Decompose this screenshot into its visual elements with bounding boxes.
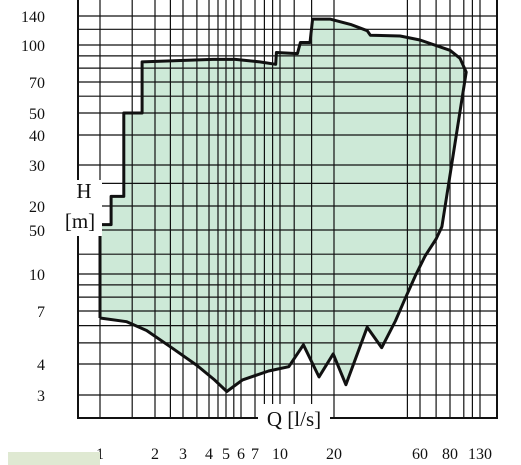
x-tick-label: 130 [468, 446, 492, 463]
x-tick-label: 20 [326, 446, 342, 463]
x-tick-label: 6 [237, 446, 245, 463]
operating-envelope-outline [98, 17, 468, 393]
y-tick-label: 100 [21, 38, 45, 55]
x-tick-label: 5 [222, 446, 230, 463]
y-tick-label: 40 [29, 128, 45, 145]
y-axis-label: H [m] [65, 179, 95, 233]
x-tick-label: 3 [179, 446, 187, 463]
x-tick-label: 60 [412, 446, 428, 463]
y-tick-label: 3 [37, 388, 45, 405]
y-tick-labels: 3 4 7 10 50 20 30 40 50 70 100 140 [21, 9, 45, 405]
x-tick-label: 10 [272, 446, 288, 463]
y-tick-label: 140 [21, 9, 45, 26]
x-tick-label: 80 [442, 446, 458, 463]
y-tick-label: 10 [29, 267, 45, 284]
x-tick-label: 4 [205, 446, 213, 463]
x-tick-label: 7 [251, 446, 259, 463]
operating-envelope-area [100, 19, 467, 392]
x-axis-label-background [258, 404, 330, 432]
brand-logo [8, 452, 100, 465]
x-tick-labels: 1 2 3 4 5 6 7 10 20 60 80 130 [96, 446, 492, 463]
y-tick-label: 4 [37, 357, 45, 374]
x-tick-label: 1 [96, 446, 104, 463]
x-tick-label: 2 [151, 446, 159, 463]
y-tick-label: 50 [29, 106, 45, 123]
y-tick-label: 30 [29, 158, 45, 175]
y-axis-label-background [66, 180, 102, 236]
y-tick-label: 70 [29, 75, 45, 92]
x-axis-label: Q [l/s] [267, 407, 321, 431]
y-tick-label: 50 [29, 223, 45, 240]
y-tick-label: 7 [37, 304, 45, 321]
y-axis-label-symbol: H [76, 179, 91, 203]
y-tick-label: 20 [29, 199, 45, 216]
y-axis-label-unit: [m] [65, 209, 95, 233]
